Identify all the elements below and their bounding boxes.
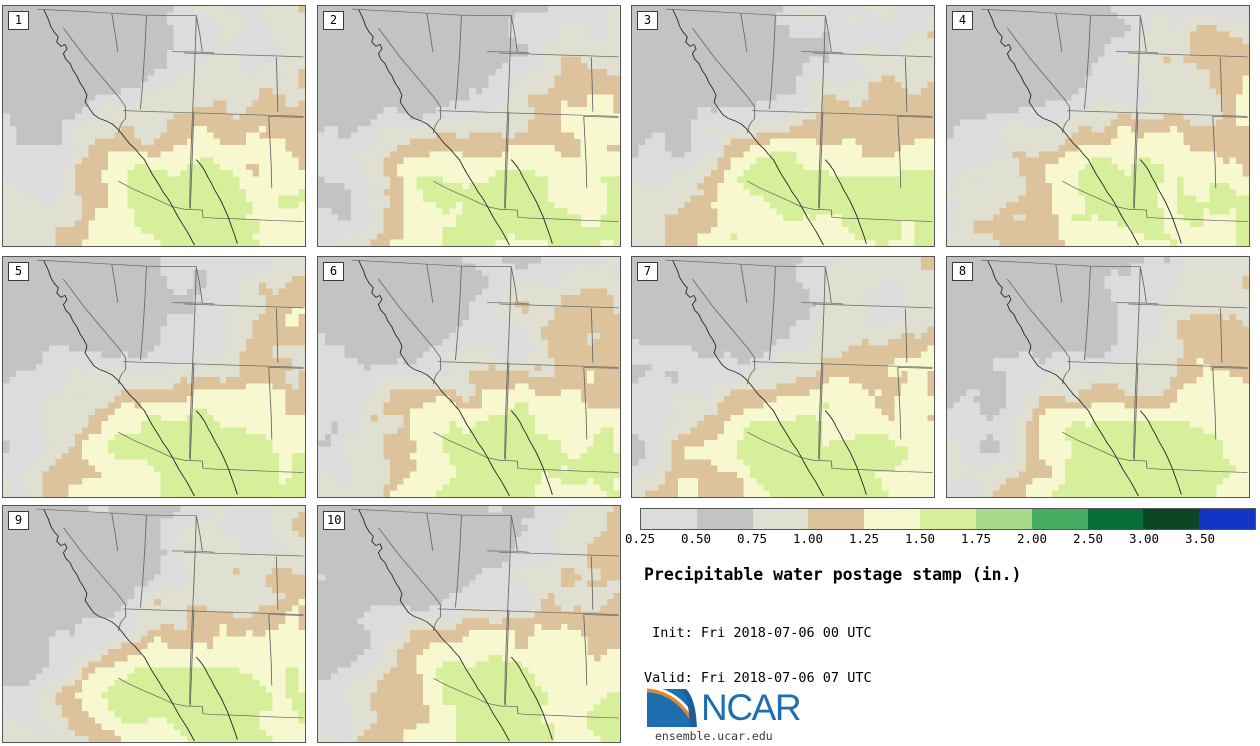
colorbar-tick: 1.75: [960, 531, 992, 546]
colorbar-segment: [1031, 509, 1088, 529]
map-panel-label-9: 9: [8, 511, 29, 530]
colorbar-segment: [864, 509, 921, 529]
map-panel-label-3: 3: [637, 11, 658, 30]
ncar-logo-block: NCAR ensemble.ucar.edu: [646, 686, 906, 743]
ncar-logo-row: NCAR: [646, 686, 906, 729]
colorbar-tick: 0.25: [624, 531, 656, 546]
map-panel-label-7: 7: [637, 262, 658, 281]
colorbar-tick: 2.00: [1016, 531, 1048, 546]
colorbar-tick: 1.25: [848, 531, 880, 546]
figure-title: Precipitable water postage stamp (in.): [644, 565, 1022, 584]
colorbar-tick: 0.75: [736, 531, 768, 546]
map-panel-5[interactable]: 5: [2, 256, 306, 498]
colorbar-segment: [752, 509, 809, 529]
map-panel-8[interactable]: 8: [946, 256, 1250, 498]
map-panel-label-8: 8: [952, 262, 973, 281]
map-panel-1[interactable]: 1: [2, 5, 306, 247]
colorbar-segment: [1087, 509, 1144, 529]
map-panel-label-10: 10: [323, 511, 346, 530]
colorbar-segment: [808, 509, 865, 529]
map-panel-9[interactable]: 9: [2, 505, 306, 743]
map-panel-label-2: 2: [323, 11, 344, 30]
colorbar-segment: [1199, 509, 1255, 529]
figure-timestamps: Init: Fri 2018-07-06 00 UTC Valid: Fri 2…: [644, 596, 1244, 716]
valid-time-line: Valid: Fri 2018-07-06 07 UTC: [644, 670, 872, 686]
colorbar-segment: [1143, 509, 1200, 529]
colorbar-gradient: [640, 508, 1256, 530]
ensemble-url-label: ensemble.ucar.edu: [655, 729, 773, 743]
init-time-line: Init: Fri 2018-07-06 00 UTC: [644, 625, 872, 641]
map-panel-label-6: 6: [323, 262, 344, 281]
map-panel-7[interactable]: 7: [631, 256, 935, 498]
colorbar-tick: 2.50: [1072, 531, 1104, 546]
colorbar-tick: 1.50: [904, 531, 936, 546]
ncar-sail-icon: [646, 686, 700, 729]
map-panel-label-4: 4: [952, 11, 973, 30]
caption-block: Precipitable water postage stamp (in.) I…: [644, 565, 1244, 716]
colorbar-tick: 0.50: [680, 531, 712, 546]
colorbar-tick: 1.00: [792, 531, 824, 546]
map-panel-10[interactable]: 10: [317, 505, 621, 743]
colorbar-tick: 3.00: [1128, 531, 1160, 546]
map-panel-6[interactable]: 6: [317, 256, 621, 498]
colorbar-tick-labels: 0.25 0.50 0.75 1.00 1.25 1.50 1.75 2.00 2.50 3.00…: [625, 531, 1256, 547]
map-panel-2[interactable]: 2: [317, 5, 621, 247]
colorbar-segment: [641, 509, 697, 529]
colorbar-tick: 3.50: [1184, 531, 1216, 546]
map-panel-3[interactable]: 3: [631, 5, 935, 247]
map-panel-4[interactable]: 4: [946, 5, 1250, 247]
map-panel-label-1: 1: [8, 11, 29, 30]
colorbar-segment: [696, 509, 753, 529]
colorbar: 0.25 0.50 0.75 1.00 1.25 1.50 1.75 2.00 2.50 3.00…: [625, 508, 1256, 548]
colorbar-segment: [975, 509, 1032, 529]
map-panel-label-5: 5: [8, 262, 29, 281]
ncar-wordmark: NCAR: [701, 687, 802, 728]
colorbar-segment: [920, 509, 976, 529]
